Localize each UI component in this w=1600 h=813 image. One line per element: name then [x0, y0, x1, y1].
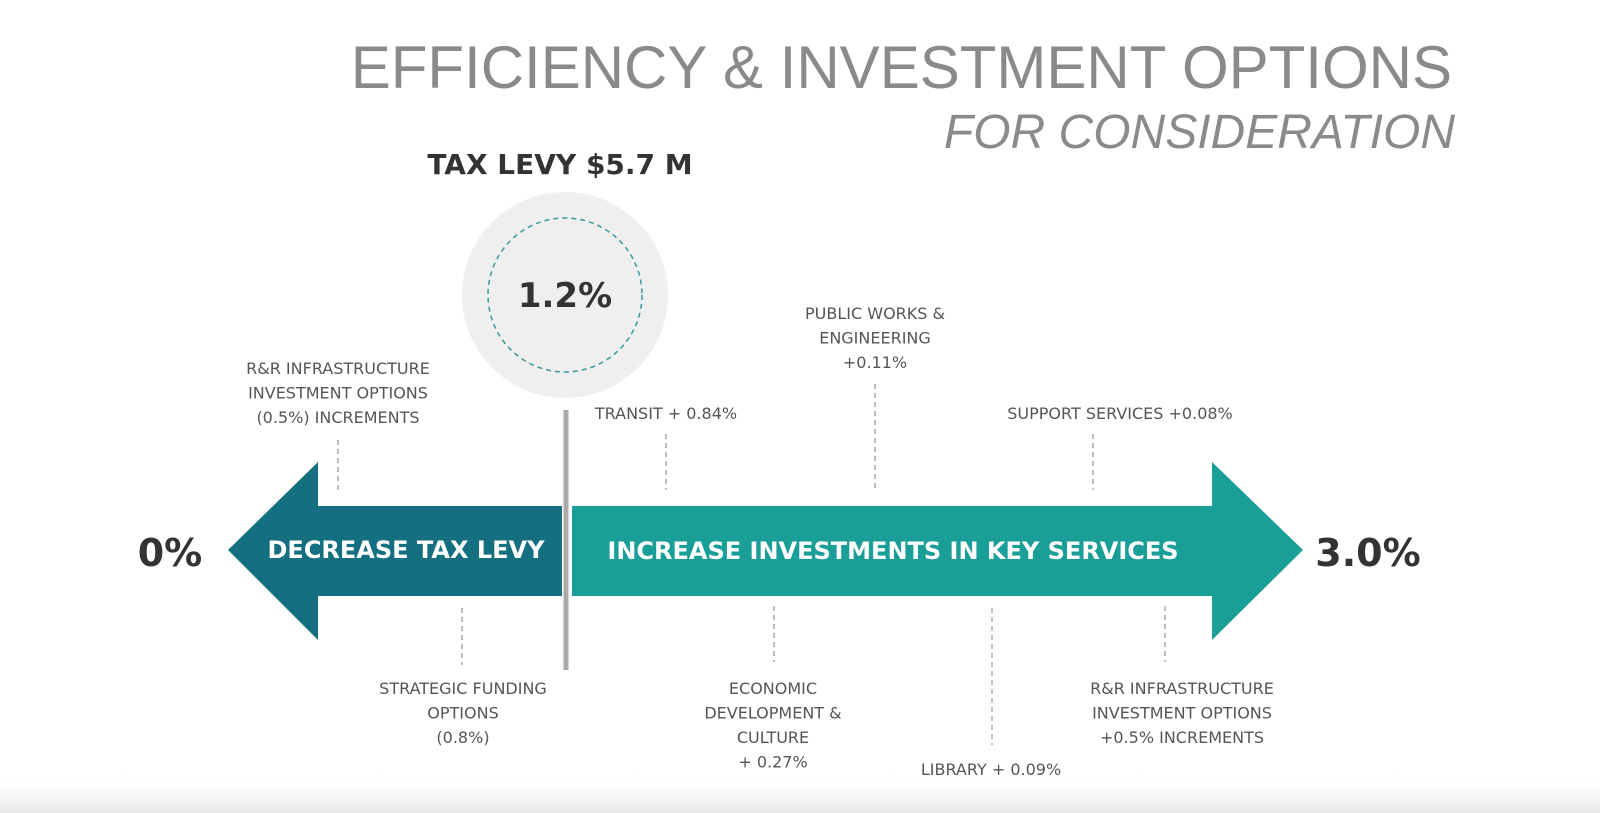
- option-label: DEVELOPMENT &: [704, 704, 841, 723]
- option-label: SUPPORT SERVICES +0.08%: [1007, 404, 1233, 423]
- options: R&R INFRASTRUCTURE INVESTMENT OPTIONS (0.5…: [246, 304, 1274, 779]
- option-label: STRATEGIC FUNDING: [379, 679, 547, 698]
- subtitle: FOR CONSIDERATION: [944, 106, 1455, 159]
- option-label: R&R INFRASTRUCTURE: [1090, 679, 1274, 698]
- option-label: ENGINEERING: [819, 329, 931, 348]
- option-label: (0.5%) INCREMENTS: [256, 408, 419, 427]
- decrease-label: DECREASE TAX LEVY: [268, 536, 546, 564]
- option-label: INVESTMENT OPTIONS: [1092, 704, 1272, 723]
- increase-label: INCREASE INVESTMENTS IN KEY SERVICES: [607, 537, 1178, 565]
- decrease-arrow: [228, 462, 562, 640]
- levy-circle: [462, 192, 668, 398]
- option-label: PUBLIC WORKS &: [805, 304, 945, 323]
- option-label: R&R INFRASTRUCTURE: [246, 359, 430, 378]
- option-label: +0.5% INCREMENTS: [1100, 728, 1264, 747]
- option-label: LIBRARY + 0.09%: [921, 760, 1061, 779]
- bottom-shade: [0, 770, 1600, 813]
- option-label: TRANSIT + 0.84%: [594, 404, 737, 423]
- title: EFFICIENCY & INVESTMENT OPTIONS: [351, 34, 1452, 101]
- option-label: (0.8%): [436, 728, 489, 747]
- levy-rate: 1.2%: [518, 276, 612, 316]
- option-label: + 0.27%: [738, 753, 807, 772]
- scale-min: 0%: [138, 531, 203, 575]
- option-label: INVESTMENT OPTIONS: [248, 384, 428, 403]
- option-label: +0.11%: [843, 353, 907, 372]
- option-label: OPTIONS: [427, 704, 498, 723]
- increase-arrow: [572, 462, 1303, 640]
- option-label: CULTURE: [737, 728, 809, 747]
- option-label: ECONOMIC: [729, 679, 817, 698]
- levy-dashed-ring: [487, 217, 643, 373]
- scale-max: 3.0%: [1315, 531, 1420, 575]
- levy-label: TAX LEVY $5.7 M: [427, 148, 692, 181]
